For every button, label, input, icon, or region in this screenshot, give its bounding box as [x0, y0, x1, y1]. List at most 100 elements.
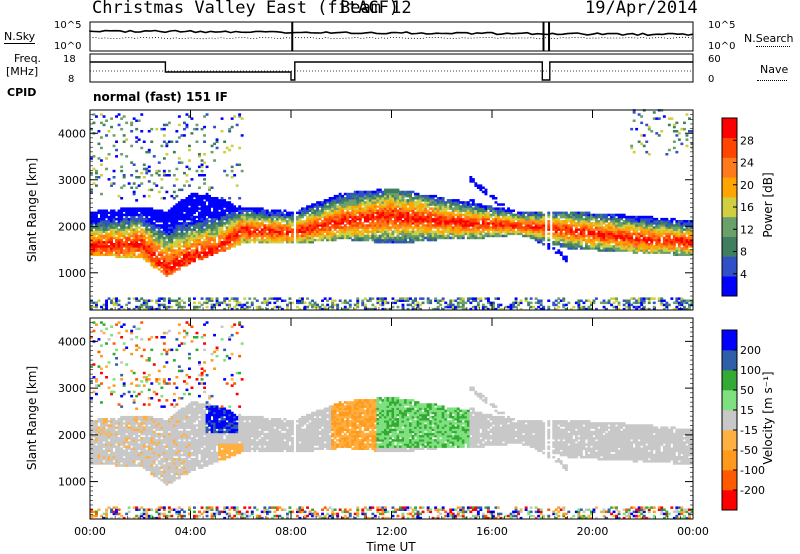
power-cell — [213, 304, 216, 307]
power-cell — [572, 212, 575, 215]
power-cell — [515, 222, 518, 225]
power-cell — [547, 212, 550, 215]
power-cell — [311, 203, 314, 206]
power-cell — [459, 306, 462, 309]
power-cell — [118, 304, 121, 307]
power-cell — [203, 126, 206, 129]
power-cell — [186, 166, 189, 169]
power-cell — [319, 210, 322, 213]
power-cell — [618, 214, 621, 217]
power-cell — [439, 231, 442, 234]
power-cell — [138, 138, 141, 141]
power-cell — [309, 302, 312, 305]
power-cell — [253, 207, 256, 210]
power-cell — [181, 258, 184, 261]
nsky-trace — [90, 31, 693, 36]
power-cell — [140, 130, 143, 133]
power-cell — [103, 304, 106, 307]
power-cell — [110, 210, 113, 213]
power-cell — [145, 300, 148, 303]
power-cell — [346, 193, 349, 196]
power-cell — [125, 138, 128, 141]
power-cell — [120, 153, 123, 156]
power-cell — [165, 153, 168, 156]
power-cell — [118, 195, 121, 198]
power-cell — [163, 297, 166, 300]
power-cell — [105, 134, 108, 137]
power-cell — [490, 195, 493, 198]
power-cell — [100, 174, 103, 177]
power-cell — [208, 187, 211, 190]
power-cell — [150, 189, 153, 192]
power-cell — [324, 199, 327, 202]
power-cell — [113, 302, 116, 305]
power-cell — [198, 166, 201, 169]
power-cell — [168, 224, 171, 227]
power-cell — [110, 126, 113, 129]
power-cell — [301, 207, 304, 210]
power-cell — [125, 237, 128, 240]
power-cell — [517, 302, 520, 305]
power-cell — [427, 297, 430, 300]
power-cell — [253, 297, 256, 300]
power-cell — [196, 216, 199, 219]
power-cell — [120, 117, 123, 120]
power-cell — [364, 297, 367, 300]
power-cell — [605, 214, 608, 217]
power-cell — [434, 231, 437, 234]
power-cell — [150, 174, 153, 177]
power-cell — [575, 222, 578, 225]
power-cell — [515, 297, 518, 300]
power-cell — [309, 214, 312, 217]
power-cell — [143, 141, 146, 144]
power-cell — [369, 297, 372, 300]
power-cell — [138, 176, 141, 179]
power-cell — [600, 214, 603, 217]
power-cell — [135, 199, 138, 202]
power-cell — [419, 297, 422, 300]
power-cell — [331, 300, 334, 303]
power-cell — [552, 212, 555, 215]
power-cell — [201, 241, 204, 244]
power-cell — [168, 210, 171, 213]
power-cell — [620, 214, 623, 217]
power-cell — [160, 231, 163, 234]
power-cell — [246, 302, 249, 305]
power-cell — [115, 141, 118, 144]
power-cell — [469, 199, 472, 202]
power-cell — [233, 115, 236, 118]
power-cell — [464, 201, 467, 204]
power-cell — [193, 128, 196, 130]
power-cell — [130, 174, 133, 177]
power-cell — [173, 184, 176, 187]
power-cell — [100, 113, 103, 116]
power-cell — [590, 214, 593, 217]
power-cell — [429, 212, 432, 215]
power-cell — [472, 178, 475, 181]
power-cell — [301, 297, 304, 300]
power-cell — [188, 184, 191, 187]
power-cell — [628, 300, 631, 303]
power-cell — [238, 164, 241, 167]
power-cell — [482, 205, 485, 208]
power-cell — [444, 235, 447, 238]
power-cell — [261, 302, 264, 305]
power-cell — [130, 130, 133, 133]
freq-panel: 18 8 60 0 — [63, 54, 721, 85]
power-cell — [522, 212, 525, 215]
power-cell — [113, 145, 116, 148]
power-cell — [218, 302, 221, 305]
power-cell — [515, 231, 518, 234]
power-cell — [231, 297, 234, 300]
power-cell — [407, 199, 410, 202]
power-cell — [228, 149, 231, 152]
power-cell — [326, 304, 329, 307]
power-cell — [296, 300, 299, 303]
power-cell — [100, 210, 103, 213]
power-cell — [163, 141, 166, 144]
power-cell — [562, 256, 565, 259]
power-cell — [173, 174, 176, 177]
power-cell — [324, 235, 327, 238]
power-cell — [485, 233, 488, 236]
power-cell — [560, 212, 563, 215]
